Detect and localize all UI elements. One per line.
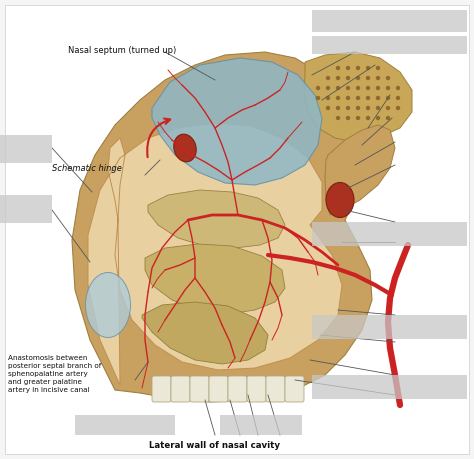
Bar xyxy=(312,222,467,246)
Circle shape xyxy=(337,77,339,79)
Polygon shape xyxy=(72,52,372,402)
Circle shape xyxy=(327,77,329,79)
Circle shape xyxy=(366,77,370,79)
Circle shape xyxy=(337,106,339,110)
Circle shape xyxy=(396,106,400,110)
Circle shape xyxy=(376,86,380,90)
Polygon shape xyxy=(148,190,285,248)
Circle shape xyxy=(327,106,329,110)
Circle shape xyxy=(386,86,390,90)
Circle shape xyxy=(337,86,339,90)
Circle shape xyxy=(376,77,380,79)
Bar xyxy=(75,415,175,435)
Circle shape xyxy=(356,106,359,110)
Polygon shape xyxy=(152,58,322,185)
Circle shape xyxy=(356,86,359,90)
Circle shape xyxy=(346,67,349,69)
Circle shape xyxy=(337,96,339,100)
Circle shape xyxy=(386,77,390,79)
Circle shape xyxy=(386,117,390,119)
FancyBboxPatch shape xyxy=(247,376,266,402)
Ellipse shape xyxy=(326,183,354,218)
Circle shape xyxy=(356,96,359,100)
Circle shape xyxy=(327,86,329,90)
Circle shape xyxy=(346,77,349,79)
Circle shape xyxy=(346,106,349,110)
Circle shape xyxy=(396,86,400,90)
Polygon shape xyxy=(142,302,268,364)
Circle shape xyxy=(327,96,329,100)
Polygon shape xyxy=(304,52,412,142)
Circle shape xyxy=(346,96,349,100)
Circle shape xyxy=(366,67,370,69)
FancyBboxPatch shape xyxy=(266,376,285,402)
Circle shape xyxy=(366,106,370,110)
Circle shape xyxy=(366,117,370,119)
Circle shape xyxy=(346,117,349,119)
Ellipse shape xyxy=(85,273,130,337)
Text: Anastomosis between
posterior septal branch of
sphenopalatine artery
and greater: Anastomosis between posterior septal bra… xyxy=(8,355,101,393)
Circle shape xyxy=(376,106,380,110)
Circle shape xyxy=(376,117,380,119)
Bar xyxy=(0,195,52,223)
Circle shape xyxy=(356,67,359,69)
Text: Lateral wall of nasal cavity: Lateral wall of nasal cavity xyxy=(149,441,281,449)
FancyBboxPatch shape xyxy=(152,376,171,402)
Circle shape xyxy=(376,96,380,100)
Circle shape xyxy=(366,86,370,90)
Circle shape xyxy=(356,117,359,119)
Circle shape xyxy=(366,96,370,100)
Circle shape xyxy=(337,67,339,69)
Circle shape xyxy=(337,117,339,119)
Bar xyxy=(312,315,467,339)
Circle shape xyxy=(386,106,390,110)
Circle shape xyxy=(386,96,390,100)
FancyBboxPatch shape xyxy=(171,376,190,402)
Circle shape xyxy=(346,86,349,90)
Circle shape xyxy=(396,96,400,100)
Bar xyxy=(0,135,52,163)
Bar xyxy=(312,36,467,54)
FancyBboxPatch shape xyxy=(228,376,247,402)
Bar xyxy=(220,415,302,435)
Text: Nasal septum (turned up): Nasal septum (turned up) xyxy=(68,45,176,55)
Circle shape xyxy=(376,67,380,69)
FancyBboxPatch shape xyxy=(190,376,209,402)
Circle shape xyxy=(356,77,359,79)
Bar xyxy=(312,10,467,32)
Text: Schematic hinge: Schematic hinge xyxy=(52,163,122,173)
Polygon shape xyxy=(145,244,285,314)
Polygon shape xyxy=(325,125,395,215)
FancyBboxPatch shape xyxy=(285,376,304,402)
Circle shape xyxy=(317,96,319,100)
FancyBboxPatch shape xyxy=(209,376,228,402)
Circle shape xyxy=(317,86,319,90)
Bar xyxy=(312,375,467,399)
Ellipse shape xyxy=(174,134,196,162)
Polygon shape xyxy=(88,123,342,385)
